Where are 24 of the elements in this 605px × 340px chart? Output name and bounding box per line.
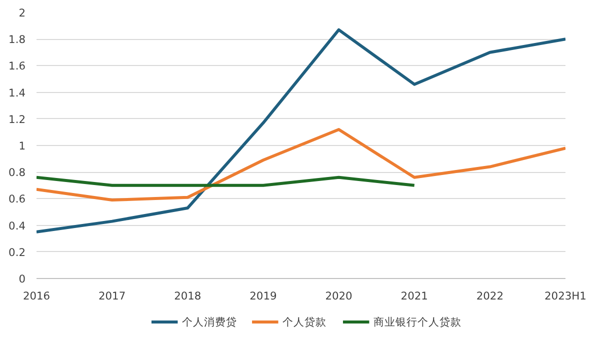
x-tick-label: 2016 <box>22 290 50 302</box>
x-tick-label: 2017 <box>98 290 126 302</box>
x-tick-label: 2022 <box>476 290 504 302</box>
y-tick-label: 2 <box>18 6 26 20</box>
x-tick-label: 2020 <box>325 290 353 302</box>
y-tick-label: 1.8 <box>8 33 26 46</box>
y-tick-label: 0.4 <box>8 219 26 232</box>
y-tick-label: 1.6 <box>8 60 26 73</box>
line-series <box>36 28 566 234</box>
x-tick-label: 2019 <box>250 290 277 302</box>
y-tick-label: 1 <box>18 140 26 152</box>
x-tick-label: 2018 <box>174 290 202 302</box>
legend-label: 个人消费贷 <box>182 316 238 328</box>
x-tick-label: 2023H1 <box>544 290 586 302</box>
y-tick-label: 0.2 <box>8 246 26 259</box>
y-tick-label: 0 <box>18 272 26 286</box>
x-tick-label: 2021 <box>400 290 428 302</box>
y-tick-label: 0.8 <box>8 166 26 180</box>
legend-label: 个人贷款 <box>282 316 327 328</box>
line-series <box>36 128 566 202</box>
y-tick-label: 0.6 <box>8 192 26 206</box>
legend-label: 商业银行个人贷款 <box>374 316 462 328</box>
y-tick-label: 1.4 <box>8 86 26 100</box>
y-tick-label: 1.2 <box>8 112 26 126</box>
